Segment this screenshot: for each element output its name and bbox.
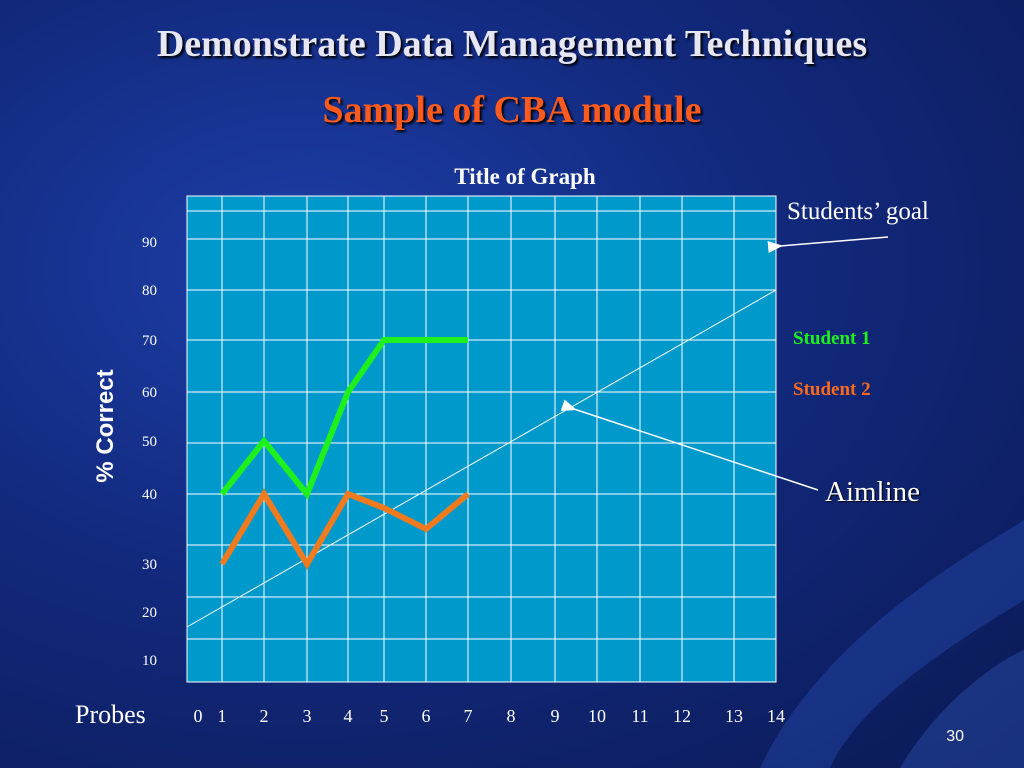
goal-arrow: [767, 236, 889, 253]
page-number: 30: [946, 728, 964, 745]
y-tick-label: 90: [142, 235, 157, 251]
x-tick-label: 2: [260, 706, 269, 726]
x-tick-label: 4: [344, 706, 353, 726]
y-tick-label: 10: [142, 653, 157, 669]
series-lines: [186, 289, 777, 628]
aimline-annotation: Aimline: [825, 476, 921, 508]
aimline: [186, 289, 777, 628]
x-tick-label: 11: [631, 706, 648, 726]
plot-area: [186, 195, 777, 683]
y-tick-label: 40: [142, 487, 157, 503]
y-tick-label: 20: [142, 605, 157, 621]
y-tick-label: 70: [142, 333, 157, 349]
x-tick-label: 0: [194, 706, 203, 726]
x-tick-label: 9: [551, 706, 560, 726]
slide-subtitle: Sample of CBA module: [322, 89, 702, 131]
x-axis-label: Probes: [75, 700, 146, 729]
x-tick-label: 5: [380, 706, 389, 726]
y-tick-label: 50: [142, 434, 157, 450]
series-line-student2: [219, 488, 470, 570]
x-tick-label: 14: [767, 706, 785, 726]
annotation-arrows: [560, 236, 889, 491]
x-tick-label: 7: [464, 706, 473, 726]
x-tick-label: 13: [725, 706, 743, 726]
y-tick-label: 30: [142, 557, 157, 573]
x-tick-label: 1: [218, 706, 227, 726]
legend-student1: Student 1: [793, 328, 871, 349]
x-tick-label: 8: [507, 706, 516, 726]
aimline-arrow: [560, 399, 819, 491]
chart-title: Title of Graph: [454, 164, 596, 189]
grid-lines: [187, 196, 776, 682]
legend-student2: Student 2: [793, 379, 871, 400]
y-tick-label: 60: [142, 385, 157, 401]
series-line-student1: [219, 337, 468, 500]
goal-annotation: Students’ goal: [787, 198, 929, 225]
x-tick-label: 12: [673, 706, 691, 726]
slide-title: Demonstrate Data Management Techniques: [156, 23, 868, 65]
x-tick-label: 3: [303, 706, 312, 726]
x-tick-label: 10: [588, 706, 606, 726]
y-tick-label: 80: [142, 283, 157, 299]
x-tick-label: 6: [422, 706, 431, 726]
